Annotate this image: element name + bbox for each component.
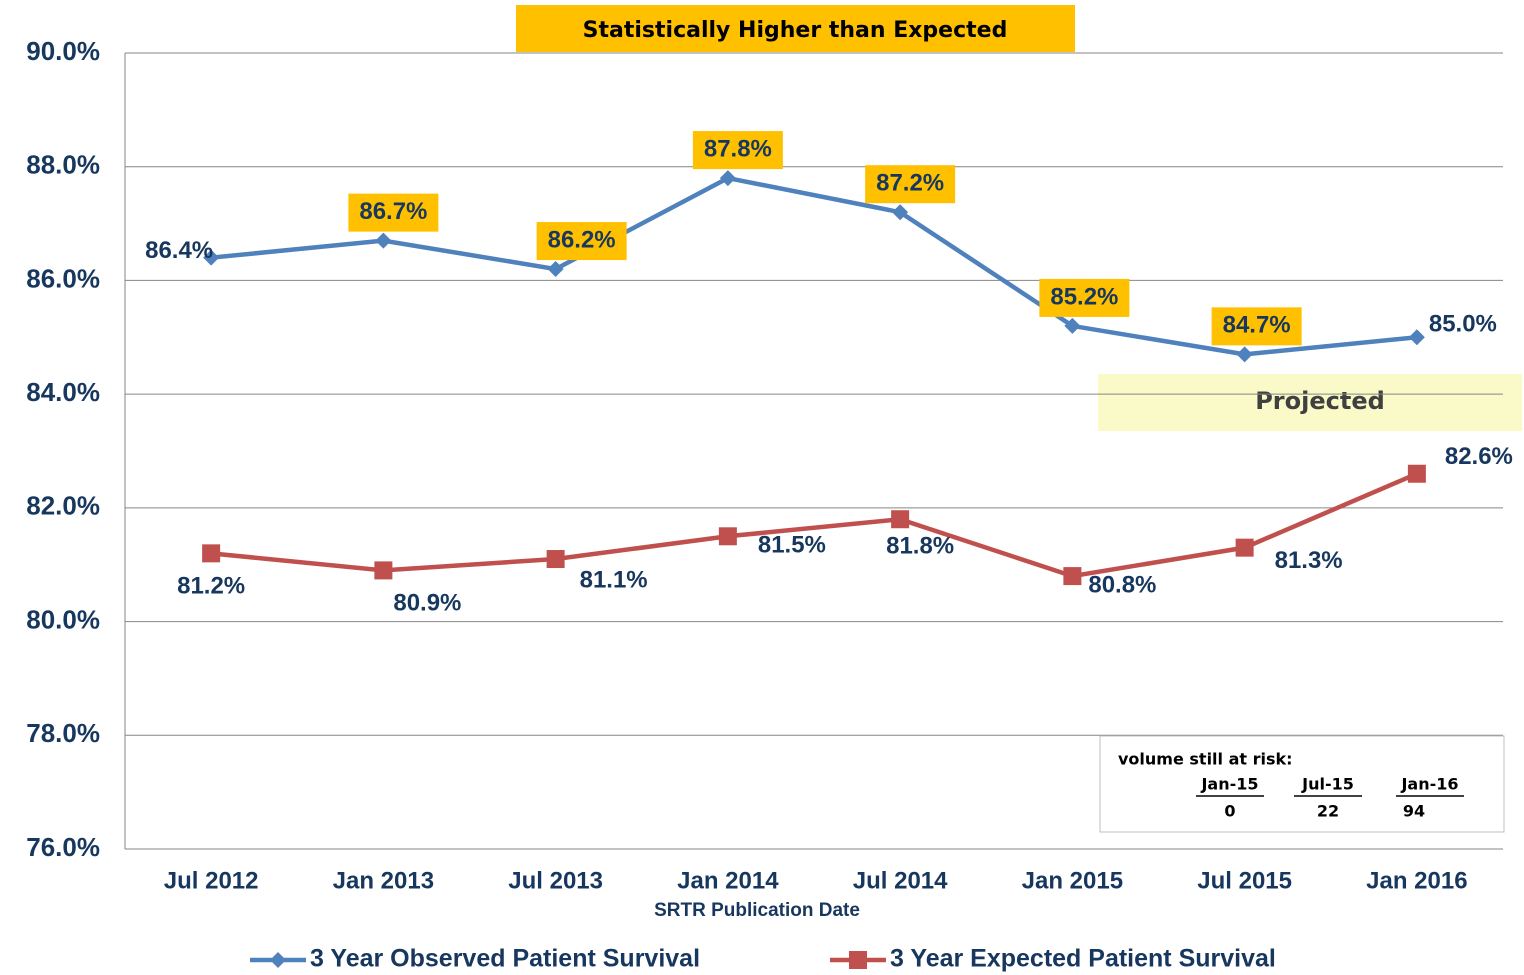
value-label: 84.7% bbox=[1223, 312, 1291, 339]
legend-marker bbox=[270, 952, 286, 968]
legend-marker bbox=[849, 951, 867, 969]
x-axis-label: SRTR Publication Date bbox=[654, 900, 860, 921]
marker bbox=[1235, 538, 1254, 557]
x-tick-label: Jul 2015 bbox=[1197, 867, 1292, 894]
chart-title: Statistically Higher than Expected bbox=[583, 18, 1008, 43]
y-tick-label: 82.0% bbox=[26, 491, 100, 521]
value-label: 80.9% bbox=[393, 590, 461, 617]
marker bbox=[1236, 346, 1253, 363]
y-tick-label: 84.0% bbox=[26, 377, 100, 407]
marker bbox=[1064, 317, 1081, 334]
value-label: 81.1% bbox=[580, 566, 648, 593]
x-tick-label: Jan 2014 bbox=[677, 867, 779, 894]
value-label: 85.2% bbox=[1050, 283, 1118, 310]
series-line bbox=[210, 175, 1418, 357]
x-tick-label: Jan 2013 bbox=[333, 867, 434, 894]
x-tick-label: Jan 2015 bbox=[1022, 867, 1123, 894]
y-tick-label: 80.0% bbox=[26, 604, 100, 634]
value-label-box bbox=[692, 131, 783, 170]
value-label: 81.5% bbox=[758, 532, 826, 559]
value-label: 86.2% bbox=[548, 226, 616, 253]
legend-label: 3 Year Observed Patient Survival bbox=[310, 945, 700, 973]
y-tick-label: 78.0% bbox=[26, 718, 100, 748]
value-label: 86.4% bbox=[145, 237, 213, 264]
marker bbox=[374, 561, 393, 580]
volume-title: volume still at risk: bbox=[1118, 750, 1293, 769]
marker bbox=[891, 510, 910, 529]
marker bbox=[1407, 464, 1426, 483]
value-label: 82.6% bbox=[1445, 443, 1513, 470]
marker bbox=[547, 261, 564, 278]
volume-value: 94 bbox=[1403, 802, 1425, 821]
value-label-box bbox=[1211, 307, 1302, 346]
y-tick-label: 76.0% bbox=[26, 832, 100, 862]
y-tick-label: 88.0% bbox=[26, 150, 100, 180]
projected-box bbox=[1098, 374, 1522, 431]
x-tick-label: Jul 2014 bbox=[853, 867, 948, 894]
volume-value: 22 bbox=[1317, 802, 1339, 821]
marker bbox=[375, 232, 392, 249]
marker bbox=[719, 170, 736, 187]
volume-column: Jan-16 bbox=[1400, 775, 1458, 794]
marker bbox=[892, 204, 909, 221]
projected-label: Projected bbox=[1255, 387, 1385, 415]
y-tick-label: 86.0% bbox=[26, 263, 100, 293]
marker bbox=[202, 544, 221, 563]
x-tick-label: Jul 2012 bbox=[164, 867, 259, 894]
value-label: 86.7% bbox=[359, 198, 427, 225]
value-label: 87.8% bbox=[704, 135, 772, 162]
series-line bbox=[210, 471, 1418, 579]
y-tick-label: 90.0% bbox=[26, 36, 100, 66]
value-label: 80.8% bbox=[1088, 571, 1156, 598]
value-label-box bbox=[536, 222, 627, 261]
marker bbox=[1063, 567, 1082, 586]
marker bbox=[718, 527, 737, 546]
volume-column: Jul-15 bbox=[1301, 775, 1354, 794]
value-label: 81.2% bbox=[177, 573, 245, 600]
value-label: 85.0% bbox=[1429, 311, 1497, 338]
title-box bbox=[516, 5, 1075, 52]
x-tick-label: Jan 2016 bbox=[1366, 867, 1467, 894]
value-label: 81.8% bbox=[886, 533, 954, 560]
value-label-box bbox=[1039, 278, 1130, 317]
value-label-box bbox=[865, 165, 956, 204]
volume-value: 0 bbox=[1224, 802, 1235, 821]
legend-label: 3 Year Expected Patient Survival bbox=[890, 945, 1276, 973]
x-tick-label: Jul 2013 bbox=[508, 867, 603, 894]
volume-column: Jan-15 bbox=[1200, 775, 1258, 794]
marker bbox=[203, 249, 220, 266]
marker bbox=[546, 550, 565, 569]
value-label-box bbox=[348, 193, 439, 232]
volume-box bbox=[1099, 735, 1505, 833]
marker bbox=[1408, 329, 1425, 346]
value-label: 87.2% bbox=[876, 170, 944, 197]
value-label: 81.3% bbox=[1275, 547, 1343, 574]
